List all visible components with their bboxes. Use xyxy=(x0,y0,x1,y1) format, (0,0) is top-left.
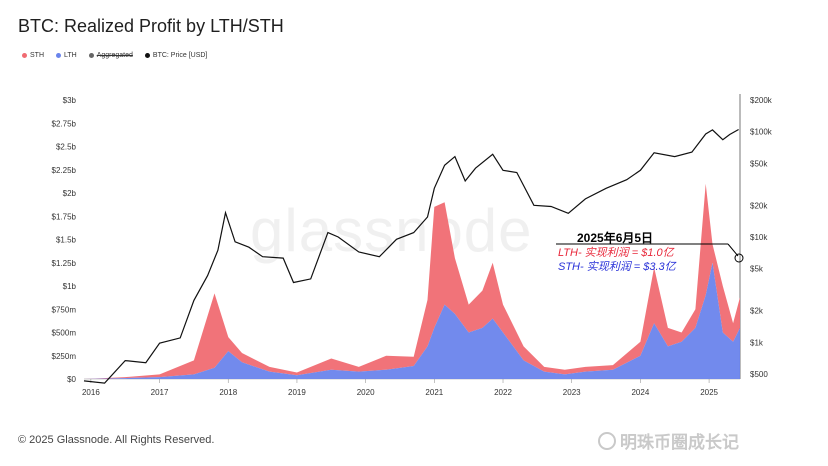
x-tick-label: 2017 xyxy=(151,388,169,397)
chart-title: BTC: Realized Profit by LTH/STH xyxy=(18,16,284,36)
annotation-marker xyxy=(734,253,744,263)
copyright-footer: © 2025 Glassnode. All Rights Reserved. xyxy=(18,434,215,446)
y-left-tick-label: $2.75b xyxy=(52,119,77,128)
sth-area xyxy=(84,183,740,379)
x-tick-label: 2023 xyxy=(563,388,581,397)
chart-legend: STH LTH Aggregated BTC: Price [USD] xyxy=(22,52,207,59)
y-left-tick-label: $500m xyxy=(52,329,77,338)
y-left-tick-label: $2.5b xyxy=(56,143,77,152)
annotation-lth: LTH- 实现利润 = $1.0亿 xyxy=(558,247,674,259)
weibo-watermark: 明珠币圈成长记 xyxy=(598,428,739,453)
y-left-tick-label: $1.75b xyxy=(52,212,77,221)
legend-label: Aggregated xyxy=(96,52,133,59)
legend-swatch xyxy=(144,53,150,58)
x-tick-label: 2022 xyxy=(494,388,512,397)
y-right-tick-label: $10k xyxy=(750,233,768,242)
lth-area xyxy=(84,262,740,379)
x-tick-label: 2020 xyxy=(357,388,375,397)
annotation-sth: STH- 实现利润 = $3.3亿 xyxy=(558,261,676,273)
x-tick-label: 2016 xyxy=(82,388,100,397)
legend-item[interactable]: Aggregated xyxy=(88,52,133,59)
annotation-pointer xyxy=(727,243,739,257)
y-right-tick-label: $100k xyxy=(750,128,773,137)
y-right-tick-label: $2k xyxy=(750,307,764,316)
legend-label: LTH xyxy=(64,52,77,59)
x-tick-label: 2018 xyxy=(219,388,237,397)
y-left-tick-label: $2.25b xyxy=(52,166,77,175)
legend-item[interactable]: BTC: Price [USD] xyxy=(144,52,208,59)
y-left-tick-label: $750m xyxy=(52,305,77,314)
legend-swatch xyxy=(56,53,61,58)
y-left-tick-label: $1.5b xyxy=(56,236,77,245)
x-tick-label: 2024 xyxy=(631,388,649,397)
y-left-tick-label: $1b xyxy=(63,282,77,291)
y-right-tick-label: $5k xyxy=(750,265,764,274)
y-right-tick-label: $500 xyxy=(750,370,768,379)
y-right-tick-label: $50k xyxy=(750,159,768,168)
legend-swatch xyxy=(22,53,27,58)
x-tick-label: 2019 xyxy=(288,388,306,397)
y-right-tick-label: $1k xyxy=(750,338,764,347)
x-tick-label: 2025 xyxy=(700,388,718,397)
weibo-icon xyxy=(598,431,616,450)
y-left-tick-label: $1.25b xyxy=(52,259,77,268)
x-tick-label: 2021 xyxy=(425,388,443,397)
glassnode-watermark: glassnode xyxy=(250,197,533,264)
price-line xyxy=(83,128,739,384)
y-right-tick-label: $200k xyxy=(750,96,773,105)
legend-label: BTC: Price [USD] xyxy=(152,52,208,59)
y-left-tick-label: $250m xyxy=(52,352,77,361)
annotation-date: 2025年6月5日 xyxy=(577,231,654,245)
y-right-tick-label: $20k xyxy=(750,201,768,210)
legend-label: STH xyxy=(30,52,44,59)
y-left-tick-label: $2b xyxy=(63,189,77,198)
y-left-tick-label: $3b xyxy=(63,96,77,105)
legend-item[interactable]: LTH xyxy=(56,52,77,59)
y-left-tick-label: $0 xyxy=(67,375,76,384)
watermark-text: 明珠币圈成长记 xyxy=(620,433,739,452)
legend-item[interactable]: STH xyxy=(22,52,44,59)
legend-swatch xyxy=(88,53,94,58)
